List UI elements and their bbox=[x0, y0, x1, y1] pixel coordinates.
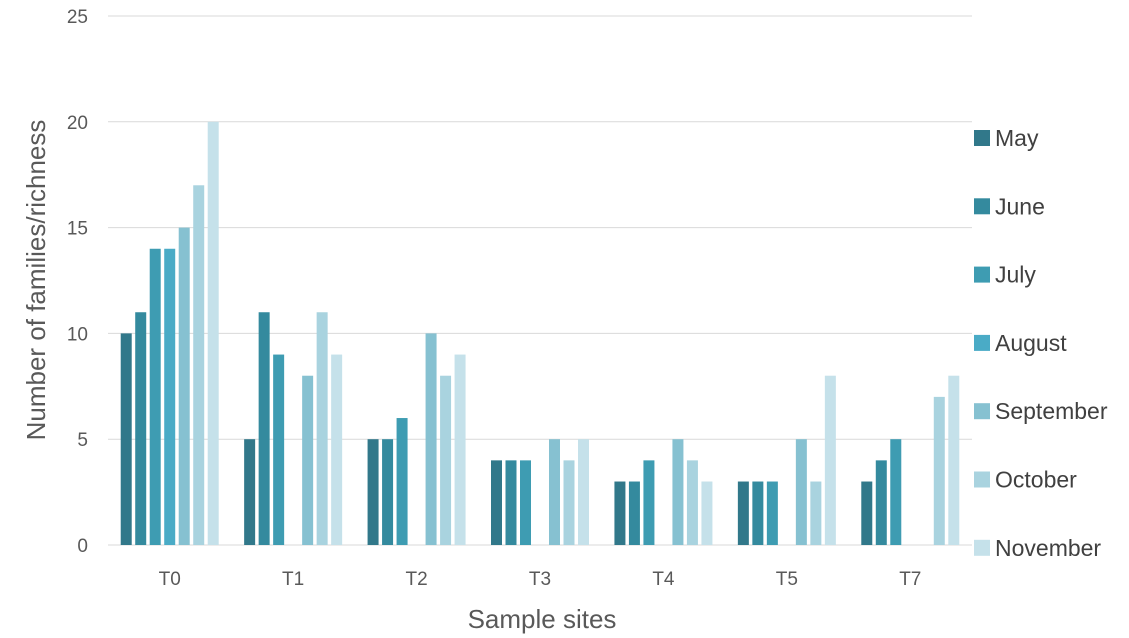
legend-swatch bbox=[974, 266, 990, 283]
legend-label: November bbox=[995, 535, 1101, 561]
x-tick-label: T0 bbox=[159, 569, 181, 590]
bar-july-t3 bbox=[520, 460, 531, 545]
bar-may-t2 bbox=[367, 439, 379, 545]
y-tick-label: 0 bbox=[77, 536, 88, 557]
bar-november-t7 bbox=[948, 375, 960, 545]
bar-september-t0 bbox=[178, 227, 190, 545]
x-tick-label: T2 bbox=[405, 569, 427, 590]
bar-june-t4 bbox=[628, 481, 640, 545]
bar-october-t0 bbox=[193, 185, 205, 545]
bar-july-t5 bbox=[766, 481, 778, 545]
bar-november-t3 bbox=[578, 439, 589, 545]
bar-september-t4 bbox=[672, 439, 684, 545]
y-tick-label: 20 bbox=[67, 113, 88, 134]
y-tick-label: 15 bbox=[67, 219, 88, 240]
bar-november-t1 bbox=[331, 354, 343, 545]
y-tick-label: 25 bbox=[67, 7, 88, 28]
bar-november-t5 bbox=[824, 375, 836, 545]
bar-november-t4 bbox=[701, 481, 713, 545]
y-axis-ticks: 0 5 10 15 20 25 bbox=[67, 7, 88, 557]
bar-july-t7 bbox=[890, 439, 902, 545]
legend-swatch bbox=[974, 539, 990, 556]
bar-june-t2 bbox=[382, 439, 394, 545]
bar-may-t3 bbox=[491, 460, 502, 545]
bar-october-t5 bbox=[810, 481, 822, 545]
gridlines bbox=[108, 15, 972, 546]
y-tick-label: 10 bbox=[67, 324, 88, 345]
bar-september-t3 bbox=[549, 439, 560, 545]
bar-july-t2 bbox=[396, 418, 408, 545]
x-tick-label: T3 bbox=[529, 569, 551, 590]
bar-september-t1 bbox=[302, 375, 314, 545]
legend-label: October bbox=[995, 467, 1077, 493]
bar-october-t2 bbox=[440, 375, 452, 545]
bar-october-t4 bbox=[686, 460, 698, 545]
bar-may-t5 bbox=[737, 481, 749, 545]
legend-label: September bbox=[995, 398, 1108, 424]
x-tick-label: T4 bbox=[652, 569, 675, 590]
bar-june-t7 bbox=[875, 460, 887, 545]
bar-november-t0 bbox=[207, 121, 219, 546]
bar-july-t4 bbox=[643, 460, 655, 545]
x-axis-ticks: T0 T1 T2 T3 T4 T5 T7 bbox=[159, 569, 922, 590]
x-tick-label: T1 bbox=[282, 569, 304, 590]
bar-june-t1 bbox=[258, 312, 270, 545]
bar-may-t1 bbox=[244, 439, 256, 545]
legend-swatch bbox=[974, 130, 990, 146]
bar-october-t1 bbox=[316, 312, 328, 545]
legend-label: July bbox=[995, 262, 1036, 288]
legend: May June July August September October Novembe… bbox=[974, 125, 1108, 561]
bar-june-t0 bbox=[135, 312, 147, 545]
bar-november-t2 bbox=[454, 354, 466, 545]
y-tick-label: 5 bbox=[77, 430, 88, 451]
x-tick-label: T7 bbox=[899, 569, 921, 590]
bar-september-t2 bbox=[425, 333, 437, 545]
bar-october-t7 bbox=[933, 396, 945, 545]
legend-swatch bbox=[974, 198, 990, 215]
bar-june-t5 bbox=[752, 481, 764, 545]
legend-swatch bbox=[974, 403, 990, 420]
bar-june-t3 bbox=[505, 460, 517, 545]
legend-label: May bbox=[995, 125, 1039, 151]
legend-swatch bbox=[974, 334, 990, 351]
x-axis-title: Sample sites bbox=[468, 604, 617, 634]
bar-may-t0 bbox=[120, 333, 132, 545]
x-tick-label: T5 bbox=[776, 569, 798, 590]
bar-august-t0 bbox=[164, 248, 176, 545]
legend-swatch bbox=[974, 471, 990, 488]
bar-july-t1 bbox=[273, 354, 285, 545]
bar-may-t7 bbox=[861, 481, 873, 545]
bars bbox=[120, 121, 960, 546]
y-axis-title: Number of families/richness bbox=[21, 120, 51, 441]
bar-october-t3 bbox=[563, 460, 575, 545]
bar-july-t0 bbox=[149, 248, 161, 545]
bar-may-t4 bbox=[614, 481, 626, 545]
bar-september-t5 bbox=[795, 439, 807, 545]
legend-label: August bbox=[995, 330, 1067, 356]
legend-label: June bbox=[995, 193, 1045, 219]
